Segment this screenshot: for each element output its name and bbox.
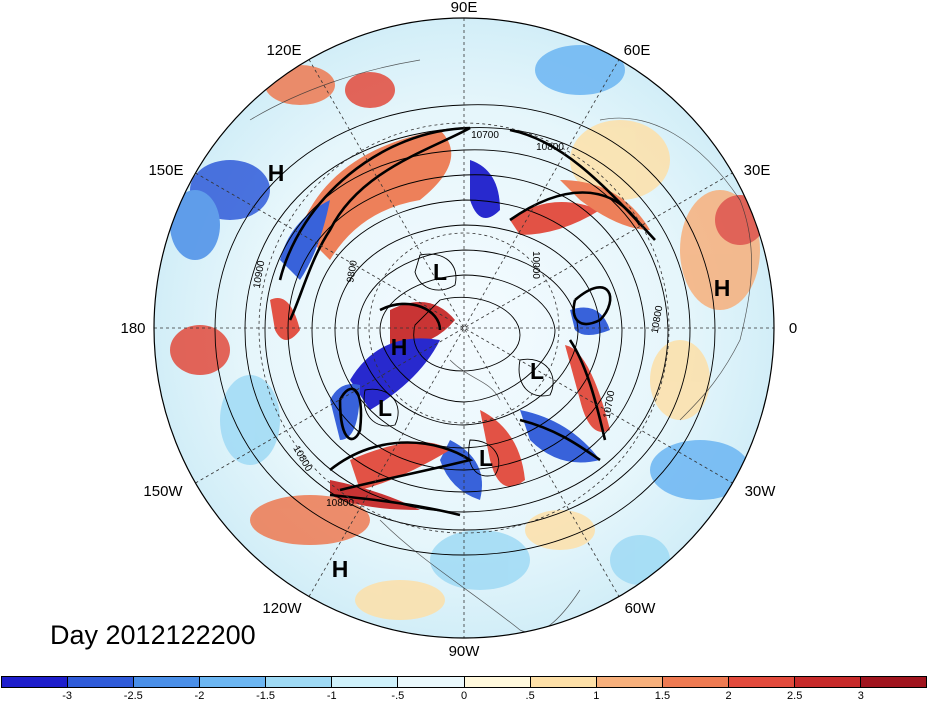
high-center-marker: H <box>714 275 731 301</box>
contour-label: 9800 <box>345 259 360 283</box>
colorbar-tick-label: -1.5 <box>256 690 276 702</box>
high-center-marker: H <box>391 334 408 360</box>
colorbar-labels: -3 -2.5 -2 -1.5 -1 -.5 0 .5 1 1.5 2 2.5 3 <box>1 690 927 702</box>
colorbar-segment <box>794 677 862 687</box>
contour-label: 10800 <box>650 304 666 334</box>
high-center-marker: H <box>268 160 285 186</box>
low-center-marker: L <box>479 445 493 471</box>
contour-label: 10000 <box>530 251 541 279</box>
high-center-marker: H <box>332 556 349 582</box>
lon-label-150w: 150W <box>143 483 183 500</box>
lon-label-30w: 30W <box>745 483 777 500</box>
colorbar-tick-label: -3 <box>62 690 73 702</box>
height-contours <box>214 104 716 556</box>
lon-label-120e: 120E <box>266 42 301 59</box>
colorbar-segment <box>332 677 399 687</box>
colorbar-tick-label: 1 <box>593 690 600 702</box>
lon-label-30e: 30E <box>744 162 771 179</box>
colorbar-tick-label: 0 <box>460 690 468 702</box>
low-center-marker: L <box>433 259 447 285</box>
graticule <box>154 18 774 638</box>
colorbar-tick-label: -2 <box>194 690 205 702</box>
colorbar-tick-label: -.5 <box>391 690 405 702</box>
lon-label-180: 180 <box>120 320 145 337</box>
colorbar-tick-label: 2 <box>725 690 732 702</box>
colorbar-segment <box>266 677 333 687</box>
colorbar-tick-label: 1.5 <box>654 690 671 702</box>
colorbar-segment <box>861 677 927 687</box>
lon-label-60w: 60W <box>625 600 657 617</box>
colorbar-segment <box>728 677 795 687</box>
contour-labels: 10700 10800 10000 9800 10900 10800 10700… <box>252 130 666 509</box>
colorbar-tick-label: .5 <box>525 690 535 702</box>
colorbar-segment <box>596 677 663 687</box>
colorbar-tick-label: 3 <box>857 690 864 702</box>
lon-label-0: 0 <box>789 320 797 337</box>
colorbar <box>1 676 927 688</box>
colorbar-segment <box>200 677 267 687</box>
colorbar-segment <box>398 677 465 687</box>
colorbar-segment <box>2 677 69 687</box>
colorbar-segment <box>530 677 597 687</box>
lon-label-120w: 120W <box>262 600 302 617</box>
map-date-title: Day 2012122200 <box>50 620 256 650</box>
contour-label: 10700 <box>602 389 618 419</box>
longitude-labels: 90E 60E 30E 0 30W 60W 90W 120W 150W 180 … <box>120 0 797 660</box>
lon-label-90e: 90E <box>451 0 478 16</box>
colorbar-segment <box>662 677 729 687</box>
contour-label: 10800 <box>536 142 564 153</box>
colorbar-segment <box>134 677 201 687</box>
colorbar-tick-label: -1 <box>326 690 337 702</box>
map-boundary <box>153 17 775 639</box>
pressure-centers: H L H H L L L H <box>268 160 731 582</box>
colorbar-segment <box>68 677 135 687</box>
lon-label-150e: 150E <box>148 162 183 179</box>
low-center-marker: L <box>378 395 392 421</box>
colorbar-tick-label: -2.5 <box>123 690 143 702</box>
colorbar-tick-label: 2.5 <box>787 690 803 702</box>
contour-label: 10800 <box>326 498 354 509</box>
colorbar-segment <box>464 677 531 687</box>
lon-label-90w: 90W <box>449 643 481 660</box>
contour-label: 10700 <box>471 130 499 141</box>
contour-label: 10900 <box>252 259 268 289</box>
low-center-marker: L <box>530 358 544 384</box>
lon-label-60e: 60E <box>624 42 651 59</box>
